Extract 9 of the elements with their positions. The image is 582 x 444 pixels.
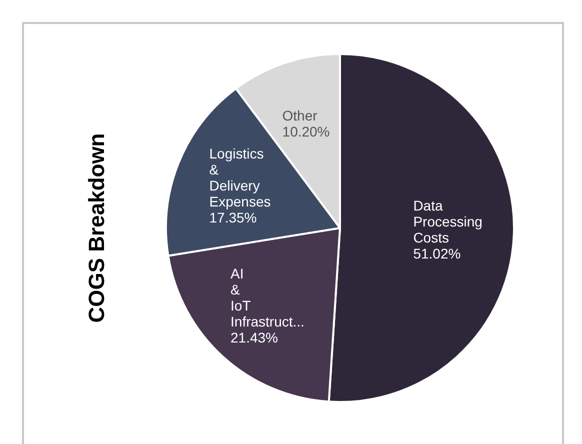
slice-label: Data Processing Costs	[413, 197, 482, 246]
text: COGS Breakdown	[84, 133, 110, 323]
slice-label: Logistics & Delivery Expenses	[209, 145, 271, 210]
data-label: 21.43%	[230, 330, 278, 346]
data-label: 10.20%	[282, 123, 330, 140]
slice-label: AI & IoT Infrastruct...	[230, 266, 304, 330]
slice-label: Other	[282, 107, 318, 124]
data-label: 51.02%	[413, 245, 461, 262]
data-label: 17.35%	[209, 209, 257, 226]
